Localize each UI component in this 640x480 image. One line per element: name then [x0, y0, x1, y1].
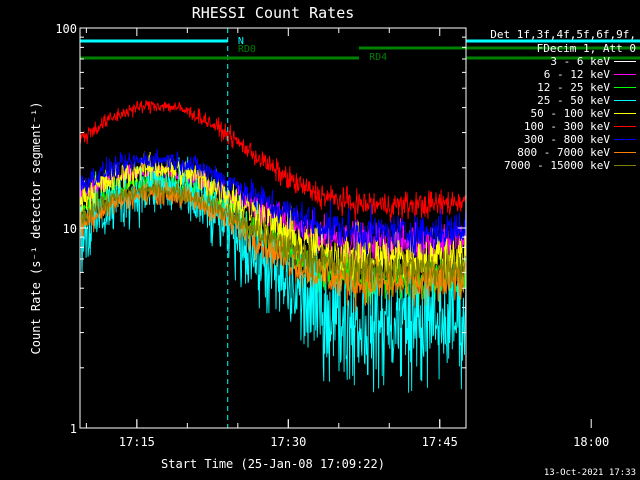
legend-entry: 25 - 50 keV: [476, 94, 636, 107]
x-tick-label: 18:00: [573, 435, 609, 449]
legend-swatch: [614, 87, 636, 88]
legend-swatch: [614, 61, 636, 62]
flag-label-0: N: [238, 36, 244, 47]
legend-header-decimation: FDecim 1, Att 0: [536, 41, 636, 55]
footer-timestamp: 13-Oct-2021 17:33: [543, 468, 636, 478]
legend-entry-label: 50 - 100 keV: [530, 106, 610, 120]
y-tick-label: 100: [55, 22, 77, 36]
legend-entry: 100 - 300 keV: [476, 120, 636, 133]
legend-entry-label: 300 - 800 keV: [523, 132, 610, 146]
chart-title: RHESSI Count Rates: [192, 4, 355, 22]
legend-swatch: [614, 126, 636, 127]
y-axis-label: Count Rate (s⁻¹ detector segment⁻¹): [29, 102, 43, 355]
legend-entry-label: 7000 - 15000 keV: [504, 158, 610, 172]
legend-entry: 3 - 6 keV: [476, 55, 636, 68]
legend-swatch: [614, 100, 636, 101]
legend-swatch: [614, 139, 636, 140]
legend: Det 1f,3f,4f,5f,6f,9f, FDecim 1, Att 0 3…: [476, 28, 636, 172]
legend-header-detectors: Det 1f,3f,4f,5f,6f,9f,: [490, 28, 636, 41]
x-tick-label: 17:30: [270, 435, 306, 449]
x-axis-label: Start Time (25-Jan-08 17:09:22): [161, 457, 385, 471]
legend-entry-label: 12 - 25 keV: [537, 80, 610, 94]
legend-entry: 6 - 12 keV: [476, 68, 636, 81]
flag-label-1: RD0: [238, 44, 256, 55]
series-line-6: [79, 148, 467, 258]
series-line-8: [79, 178, 467, 289]
legend-entry: 50 - 100 keV: [476, 107, 636, 120]
legend-swatch: [614, 152, 636, 153]
flag-label-2: RD4: [369, 52, 387, 63]
legend-swatch: [614, 165, 636, 166]
x-tick-label: 17:45: [422, 435, 458, 449]
legend-entry: 7000 - 15000 keV: [476, 159, 636, 172]
legend-swatch: [614, 113, 636, 114]
series-line-7: [79, 179, 467, 312]
legend-entry: 12 - 25 keV: [476, 81, 636, 94]
legend-entry-label: 6 - 12 keV: [543, 67, 610, 81]
legend-swatch: [614, 74, 636, 75]
x-tick-label: 17:15: [119, 435, 155, 449]
legend-entry-label: 3 - 6 keV: [550, 54, 610, 68]
y-tick-label: 1: [70, 422, 77, 436]
series-line-5: [79, 99, 467, 223]
legend-entry: 800 - 7000 keV: [476, 146, 636, 159]
legend-entry: 300 - 800 keV: [476, 133, 636, 146]
legend-entry-label: 25 - 50 keV: [537, 93, 610, 107]
legend-entry-label: 800 - 7000 keV: [517, 145, 610, 159]
legend-entry-label: 100 - 300 keV: [523, 119, 610, 133]
y-tick-label: 10: [63, 222, 77, 236]
